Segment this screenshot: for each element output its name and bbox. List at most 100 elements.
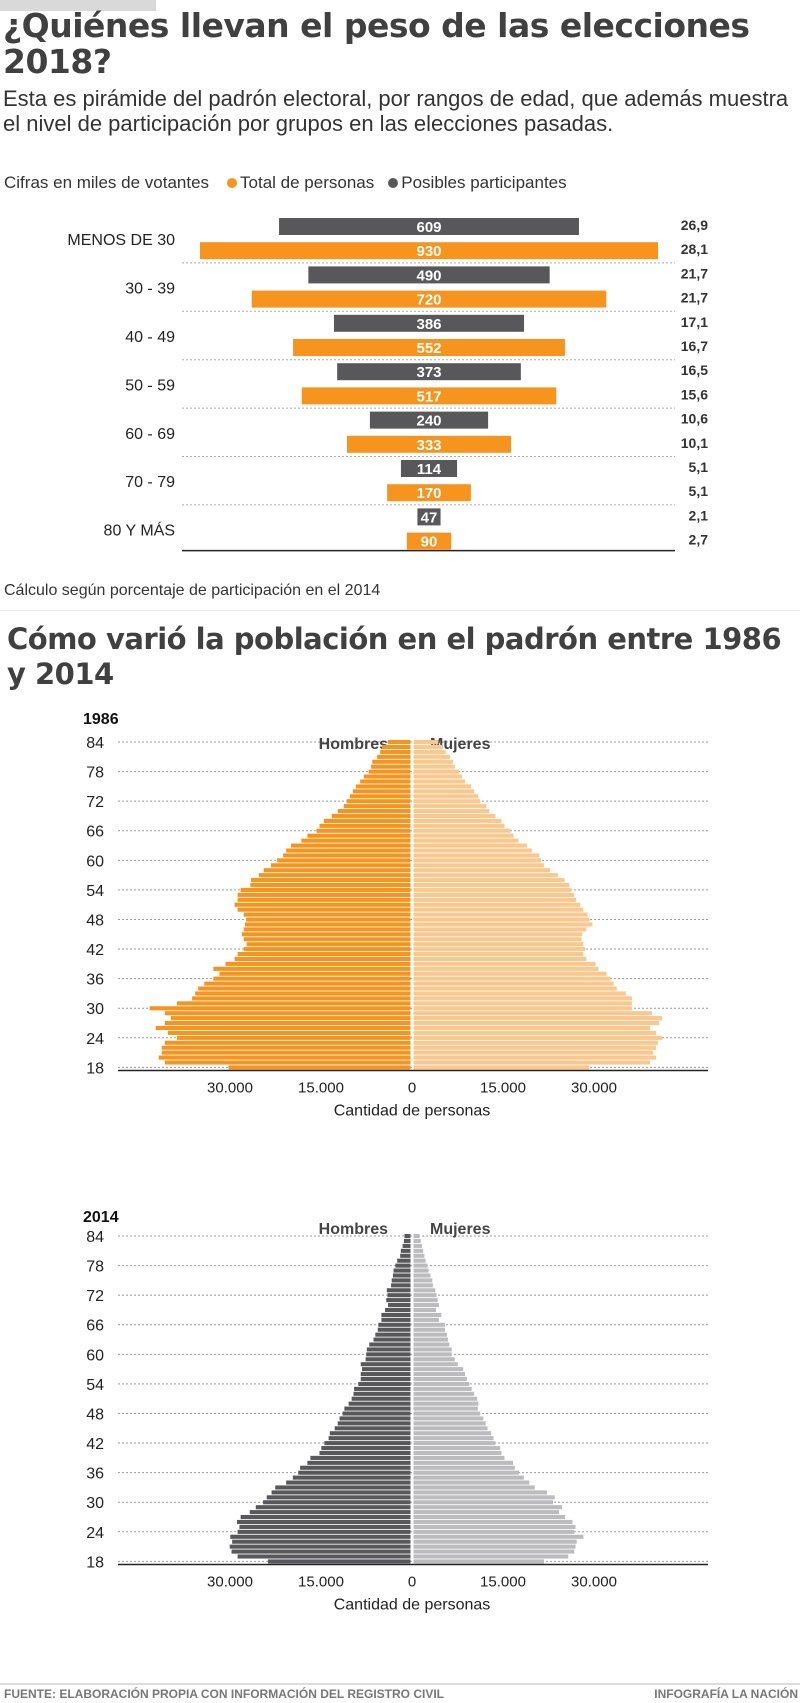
men-bar bbox=[381, 744, 411, 750]
chart-note: Cálculo según porcentaje de participació… bbox=[4, 582, 381, 599]
age-tick-label: 42 bbox=[86, 1436, 104, 1453]
men-bar bbox=[373, 1337, 411, 1342]
men-bar bbox=[381, 1312, 411, 1317]
men-bar bbox=[361, 1367, 411, 1372]
men-bar bbox=[385, 1307, 411, 1313]
women-bar bbox=[413, 1495, 555, 1500]
men-bar bbox=[366, 1352, 411, 1357]
men-bar bbox=[241, 932, 411, 937]
men-bar bbox=[348, 1401, 411, 1406]
men-bar bbox=[243, 947, 411, 952]
men-bar bbox=[391, 1278, 411, 1283]
total-bar bbox=[406, 532, 452, 550]
women-bar bbox=[413, 1030, 657, 1035]
age-tick-label: 84 bbox=[86, 1229, 104, 1246]
men-bar bbox=[192, 996, 411, 1001]
women-bar bbox=[413, 818, 502, 823]
women-bar bbox=[413, 1243, 422, 1248]
men-bar bbox=[319, 823, 411, 828]
men-bar bbox=[246, 942, 411, 947]
women-bar bbox=[413, 809, 490, 814]
women-bar bbox=[413, 1367, 464, 1372]
women-bar bbox=[413, 892, 575, 897]
women-bar bbox=[413, 1480, 530, 1485]
women-bar bbox=[413, 759, 453, 764]
participants-pct-label: 2,1 bbox=[689, 507, 709, 523]
women-bar bbox=[413, 1465, 515, 1470]
participants-pct-label: 10,6 bbox=[681, 411, 708, 427]
men-bar bbox=[381, 1317, 411, 1322]
women-bar bbox=[413, 873, 558, 878]
women-bar bbox=[413, 1515, 566, 1520]
total-bar bbox=[301, 387, 557, 405]
participants-pct-label: 16,5 bbox=[681, 362, 708, 378]
men-bar bbox=[377, 754, 411, 759]
x-tick-label: 15.000 bbox=[480, 1573, 526, 1590]
age-group-label: MENOS DE 30 bbox=[67, 232, 175, 249]
men-bar bbox=[369, 1342, 411, 1347]
women-bar bbox=[413, 1431, 492, 1436]
age-tick-label: 30 bbox=[86, 1495, 104, 1512]
men-bar bbox=[360, 779, 411, 784]
men-bar bbox=[395, 1263, 411, 1268]
total-value-label: 552 bbox=[416, 340, 441, 357]
age-tick-label: 78 bbox=[86, 1259, 104, 1276]
men-bar bbox=[377, 1327, 411, 1332]
women-header-label: Mujeres bbox=[430, 736, 491, 753]
men-bar bbox=[360, 1372, 411, 1377]
women-bar bbox=[413, 828, 511, 833]
women-bar bbox=[413, 1441, 496, 1446]
women-bar bbox=[413, 789, 475, 794]
women-bar bbox=[413, 1278, 433, 1283]
women-bar bbox=[413, 996, 632, 1001]
women-bar bbox=[413, 1001, 632, 1006]
women-bar bbox=[413, 1455, 505, 1460]
age-group-label: 30 - 39 bbox=[125, 281, 175, 298]
men-bar bbox=[198, 986, 411, 991]
x-tick-label: 15.000 bbox=[480, 1079, 526, 1096]
men-bar bbox=[286, 1480, 411, 1485]
women-bar bbox=[413, 863, 544, 868]
men-header-label: Hombres bbox=[319, 736, 388, 753]
pyramid-year-label: 2014 bbox=[83, 1209, 119, 1226]
men-bar bbox=[349, 794, 411, 799]
women-bar bbox=[413, 749, 446, 754]
men-bar bbox=[164, 1060, 411, 1065]
men-bar bbox=[403, 1238, 411, 1244]
women-bar bbox=[413, 1283, 433, 1288]
women-bar bbox=[413, 1411, 481, 1416]
total-value-label: 333 bbox=[416, 437, 441, 454]
section-divider bbox=[0, 610, 800, 611]
age-tick-label: 60 bbox=[86, 1347, 104, 1364]
men-bar bbox=[266, 1495, 411, 1500]
women-bar bbox=[413, 942, 584, 947]
men-bar bbox=[237, 897, 411, 902]
total-pct-label: 2,7 bbox=[689, 532, 709, 548]
men-bar bbox=[176, 1035, 411, 1040]
men-bar bbox=[270, 863, 411, 868]
page-title: ¿Quiénes llevan el peso de las eleccione… bbox=[3, 6, 750, 81]
men-bar bbox=[378, 1322, 411, 1327]
men-bar bbox=[283, 853, 411, 858]
x-axis-title: Cantidad de personas bbox=[334, 1102, 491, 1119]
men-bar bbox=[310, 1455, 411, 1460]
women-bar bbox=[413, 1342, 450, 1347]
age-tick-label: 72 bbox=[86, 794, 104, 811]
age-tick-label: 30 bbox=[86, 1001, 104, 1018]
men-bar bbox=[240, 887, 411, 892]
women-bar bbox=[413, 1376, 467, 1382]
age-tick-label: 84 bbox=[86, 735, 104, 752]
men-bar bbox=[337, 809, 411, 814]
x-tick-label: 15.000 bbox=[298, 1573, 344, 1590]
women-bar bbox=[413, 961, 596, 966]
total-value-label: 930 bbox=[416, 243, 441, 260]
women-bar bbox=[413, 1357, 455, 1362]
women-bar bbox=[413, 813, 496, 819]
x-tick-label: 0 bbox=[408, 1573, 416, 1590]
age-group-label: 40 - 49 bbox=[125, 329, 175, 346]
women-bar bbox=[413, 907, 584, 912]
women-bar bbox=[413, 1016, 663, 1021]
age-tick-label: 54 bbox=[86, 1377, 104, 1394]
men-bar bbox=[164, 1011, 411, 1016]
x-tick-label: 30.000 bbox=[571, 1573, 617, 1590]
